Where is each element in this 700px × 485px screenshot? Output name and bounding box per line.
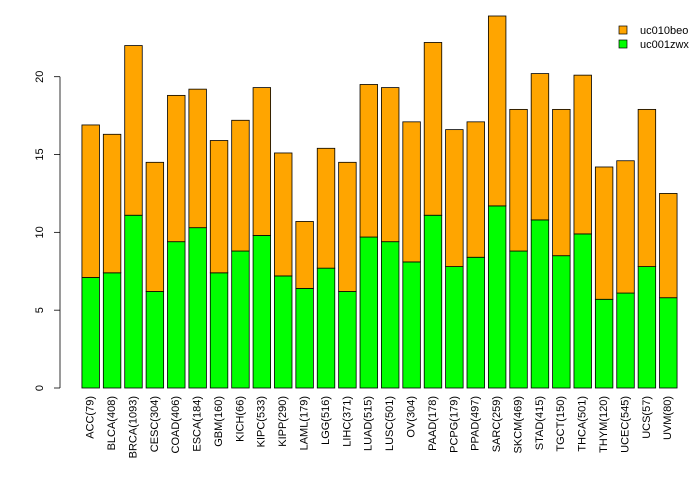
bar-uc001zwx-13 <box>359 236 378 389</box>
x-tick-label: UCEC(545) <box>619 396 631 453</box>
bar-uc010beo-16 <box>423 42 443 216</box>
bar-uc001zwx-0 <box>81 277 100 389</box>
x-tick-label: LIHC(371) <box>341 396 353 447</box>
bar-uc001zwx-8 <box>252 235 272 389</box>
x-tick-label: COAD(406) <box>170 396 182 453</box>
x-tick-label: PPAD(497) <box>470 396 482 451</box>
bar-uc010beo-6 <box>209 140 229 274</box>
x-tick-label: OV(304) <box>405 396 417 438</box>
x-tick-label: TGCT(150) <box>555 396 567 452</box>
x-tick-label: LUSC(501) <box>384 396 396 451</box>
bar-uc001zwx-11 <box>316 267 336 389</box>
x-tick-label: THCA(501) <box>577 396 589 452</box>
legend-label-uc001zwx: uc001zwx <box>640 39 689 51</box>
bar-uc010beo-20 <box>509 108 528 252</box>
x-tick-label: UVM(80) <box>662 396 674 440</box>
bar-uc001zwx-27 <box>659 297 678 389</box>
bar-uc001zwx-26 <box>637 266 657 389</box>
bar-uc010beo-26 <box>637 108 657 268</box>
x-tick-label: KICH(66) <box>234 396 246 442</box>
x-tick-label: KIPP(290) <box>277 396 289 447</box>
bar-uc010beo-25 <box>616 160 635 294</box>
bar-uc001zwx-25 <box>616 292 635 389</box>
bar-uc001zwx-2 <box>124 214 143 389</box>
x-tick-label: LUAD(515) <box>363 396 375 451</box>
x-tick-label: SKCM(469) <box>512 396 524 453</box>
bar-uc010beo-24 <box>594 166 614 300</box>
bar-uc010beo-27 <box>659 193 678 299</box>
x-tick-label: BRCA(1093) <box>127 396 139 458</box>
legend-label-uc010beo: uc010beo <box>640 25 688 37</box>
bar-uc010beo-23 <box>573 74 592 235</box>
bar-uc001zwx-24 <box>594 298 614 389</box>
x-tick-label: CESC(304) <box>149 396 161 452</box>
x-tick-label: SARC(259) <box>491 396 503 452</box>
bar-uc001zwx-12 <box>338 291 357 389</box>
bars-layer <box>81 15 678 389</box>
bar-uc010beo-22 <box>552 108 571 257</box>
bar-uc010beo-5 <box>188 88 207 229</box>
bar-uc010beo-9 <box>274 152 293 277</box>
bar-uc010beo-10 <box>295 221 314 289</box>
x-tick-label: GBM(160) <box>213 396 225 447</box>
bar-uc001zwx-7 <box>231 250 250 389</box>
bar-uc001zwx-22 <box>552 255 571 389</box>
legend-swatch-uc001zwx <box>618 39 628 49</box>
x-tick-label: ACC(79) <box>85 396 97 439</box>
bar-uc010beo-4 <box>167 94 186 243</box>
y-tick-label: 15 <box>34 148 46 160</box>
bar-uc010beo-14 <box>381 87 400 243</box>
bar-uc010beo-7 <box>231 119 250 252</box>
bar-uc010beo-21 <box>530 73 550 221</box>
bar-uc010beo-8 <box>252 87 272 236</box>
x-tick-label: KIPC(533) <box>256 396 268 447</box>
bar-uc010beo-19 <box>487 15 507 207</box>
bar-uc001zwx-5 <box>188 227 207 389</box>
x-tick-label: PAAD(178) <box>427 396 439 451</box>
bar-uc001zwx-6 <box>209 272 229 389</box>
x-tick-label: PCPG(179) <box>448 396 460 453</box>
bar-uc001zwx-23 <box>573 233 592 389</box>
bar-uc010beo-15 <box>402 121 421 263</box>
bar-uc001zwx-14 <box>381 241 400 389</box>
bar-uc001zwx-9 <box>274 275 293 389</box>
x-tick-label: BLCA(408) <box>106 396 118 450</box>
bar-uc010beo-17 <box>445 129 464 267</box>
y-tick-label: 20 <box>34 71 46 83</box>
bar-uc001zwx-19 <box>487 205 507 389</box>
y-axis: 0 5 10 15 20 <box>34 71 61 391</box>
bar-uc001zwx-17 <box>445 266 464 389</box>
bar-uc010beo-0 <box>81 124 100 278</box>
bar-uc001zwx-15 <box>402 261 421 389</box>
y-tick-label: 5 <box>34 307 46 313</box>
bar-uc001zwx-21 <box>530 219 550 389</box>
bar-uc001zwx-4 <box>167 241 186 389</box>
bar-uc001zwx-3 <box>145 291 165 389</box>
bar-uc001zwx-18 <box>466 256 485 389</box>
x-tick-label: LAML(179) <box>299 396 311 450</box>
bar-uc010beo-2 <box>124 45 143 216</box>
x-axis: ACC(79) BLCA(408) BRCA(1093) CESC(304) COAD(… <box>85 396 675 458</box>
bar-uc001zwx-1 <box>102 272 122 389</box>
bar-uc010beo-11 <box>316 147 336 269</box>
bar-uc010beo-3 <box>145 161 165 292</box>
bar-uc001zwx-10 <box>295 287 314 389</box>
bar-uc001zwx-20 <box>509 250 528 389</box>
legend-swatch-uc010beo <box>618 25 628 35</box>
bar-uc010beo-12 <box>338 161 357 292</box>
x-tick-label: THYM(120) <box>598 396 610 453</box>
x-tick-label: LGG(516) <box>320 396 332 445</box>
bar-uc001zwx-16 <box>423 214 443 389</box>
x-tick-label: STAD(415) <box>534 396 546 450</box>
legend: uc010beo uc001zwx <box>618 25 689 51</box>
bar-uc010beo-1 <box>102 133 122 274</box>
x-tick-label: ESCA(184) <box>192 396 204 452</box>
y-tick-label: 10 <box>34 226 46 238</box>
bar-uc010beo-13 <box>359 84 378 238</box>
x-tick-label: UCS(57) <box>641 396 653 439</box>
y-tick-label: 0 <box>34 385 46 391</box>
bar-uc010beo-18 <box>466 121 485 258</box>
